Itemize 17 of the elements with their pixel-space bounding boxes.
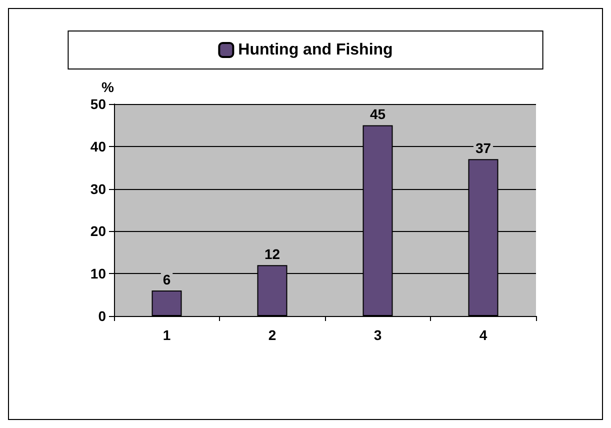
x-tick-label: 1: [162, 327, 171, 343]
y-axis-title: %: [102, 79, 115, 95]
bar: [152, 290, 182, 316]
y-tick-label: 30: [90, 180, 106, 197]
x-tick-label: 4: [479, 327, 488, 343]
data-label: 37: [475, 140, 492, 156]
data-label: 45: [370, 106, 386, 122]
x-tick-label: 3: [374, 327, 382, 343]
y-tick-label: 0: [98, 308, 106, 324]
y-tick-label: 50: [90, 96, 106, 112]
data-label: 12: [264, 246, 280, 262]
x-tick-label: 2: [268, 327, 276, 343]
y-tick-label: 10: [90, 266, 106, 282]
legend-label: Hunting and Fishing: [238, 42, 393, 58]
y-tick-label: 40: [90, 138, 106, 154]
y-tick-label: 20: [90, 223, 106, 240]
data-label: 6: [162, 272, 171, 288]
